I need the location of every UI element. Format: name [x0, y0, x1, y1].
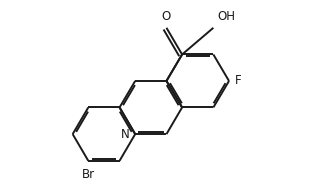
Text: OH: OH: [218, 10, 236, 23]
Text: Br: Br: [82, 168, 95, 181]
Text: F: F: [235, 74, 241, 88]
Text: O: O: [162, 10, 171, 23]
Text: N: N: [121, 128, 129, 141]
